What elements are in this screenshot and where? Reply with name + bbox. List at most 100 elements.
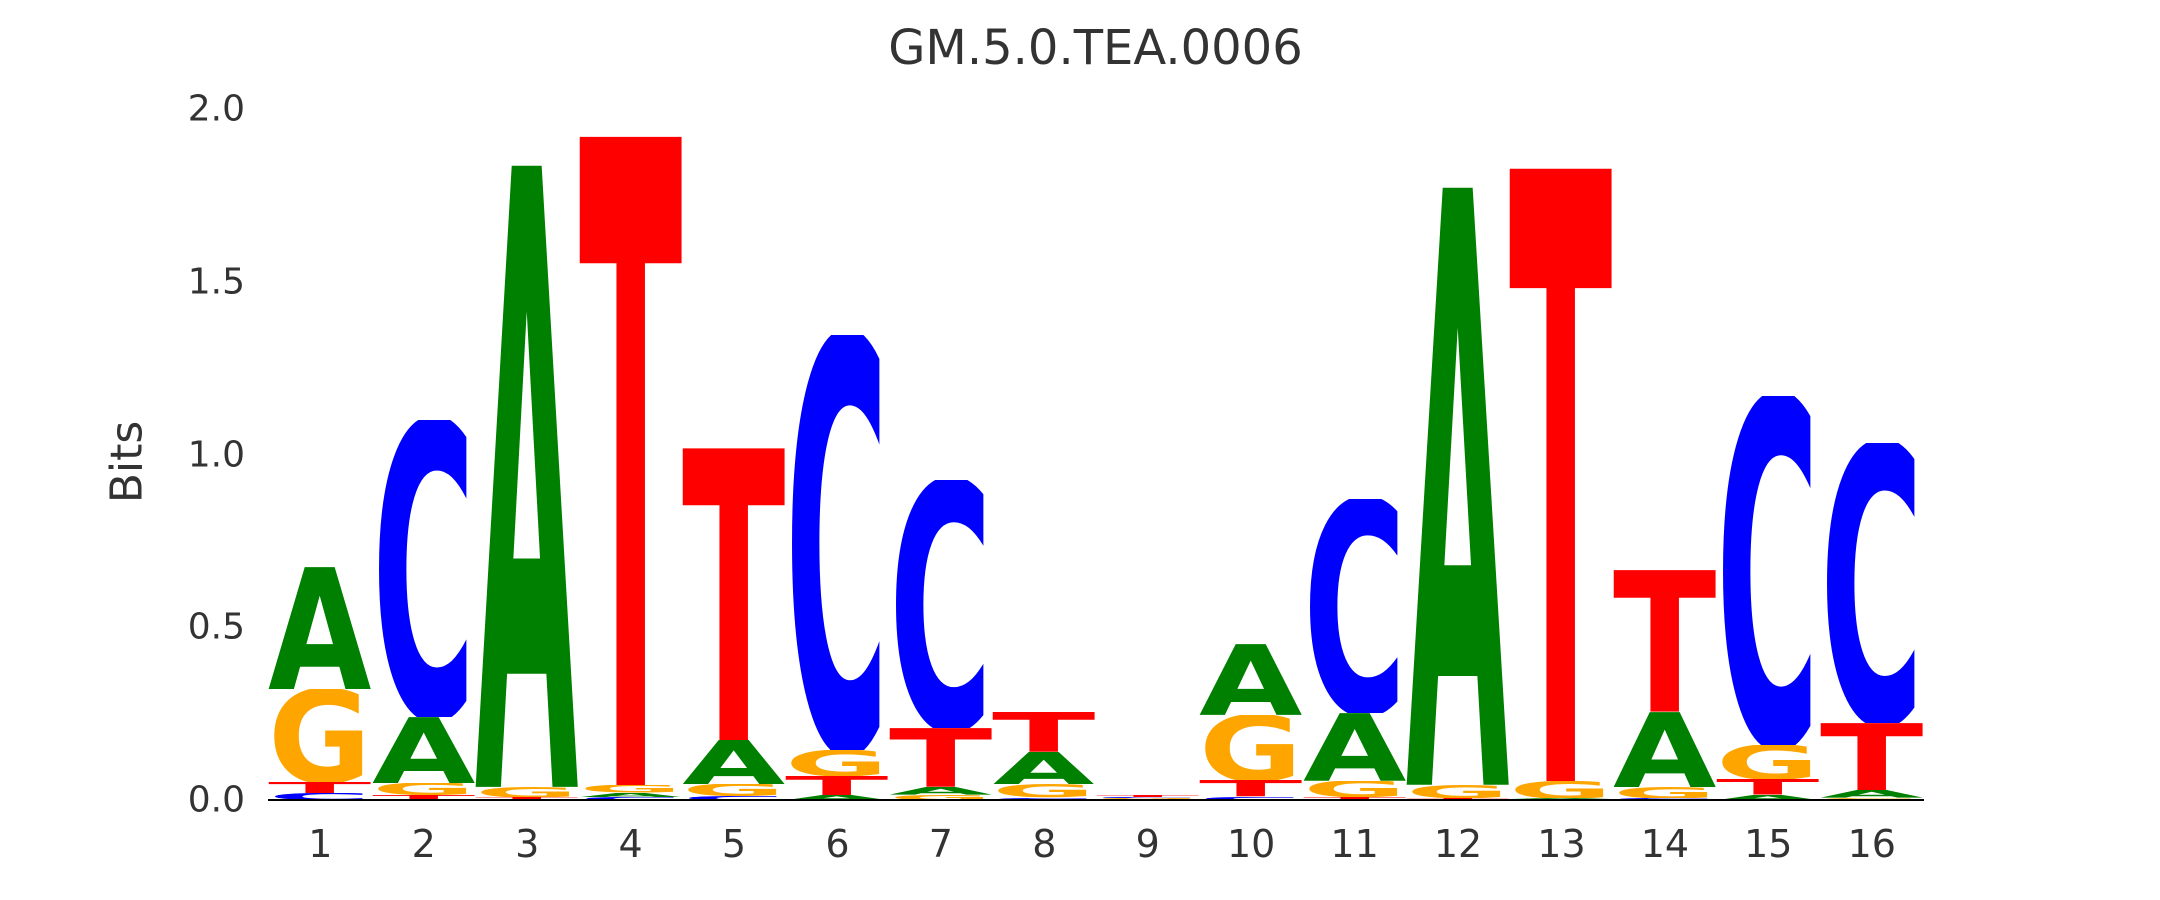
logo-letter-G-pos2: G: [372, 783, 475, 795]
logo-letter-T-pos6: T: [785, 776, 888, 795]
logo-letter-C-pos5: C: [682, 796, 785, 800]
x-tick-label-8: 8: [1032, 822, 1057, 866]
logo-letter-C-pos1: C: [268, 793, 371, 800]
logo-letter-G-pos9: G: [1096, 798, 1199, 799]
logo-letter-T-pos13: T: [1509, 168, 1612, 781]
svg-text:A: A: [579, 793, 682, 797]
svg-text:G: G: [889, 795, 992, 800]
svg-text:G: G: [475, 787, 578, 797]
logo-letter-T-pos7: T: [889, 728, 992, 787]
logo-letter-T-pos16: T: [1820, 723, 1923, 790]
y-tick-label-2.0: 2.0: [187, 88, 245, 130]
logo-letter-G-pos12: G: [1406, 785, 1509, 798]
logo-letter-T-pos11: T: [1303, 797, 1406, 800]
x-tick-label-13: 13: [1537, 822, 1586, 866]
svg-text:T: T: [579, 136, 682, 786]
svg-text:A: A: [785, 795, 888, 800]
svg-text:G: G: [1509, 781, 1612, 798]
logo-letter-C-pos8: C: [992, 798, 1095, 800]
logo-letter-C-pos9: C: [1096, 797, 1199, 798]
svg-text:G: G: [1613, 787, 1716, 798]
svg-text:C: C: [372, 420, 475, 717]
svg-text:G: G: [1199, 715, 1302, 781]
x-tick-label-9: 9: [1135, 822, 1160, 866]
svg-text:G: G: [268, 689, 371, 782]
svg-text:T: T: [889, 728, 992, 787]
logo-letter-G-pos14: G: [1613, 787, 1716, 798]
logo-letter-T-pos10: T: [1199, 780, 1302, 796]
svg-text:G: G: [372, 783, 475, 795]
logo-letter-A-pos14: A: [1613, 712, 1716, 787]
logo-letter-C-pos10: C: [1199, 797, 1302, 800]
logo-letter-T-pos2: T: [372, 795, 475, 799]
logo-letter-G-pos4: G: [579, 785, 682, 793]
svg-text:A: A: [475, 165, 578, 787]
svg-text:C: C: [579, 797, 682, 800]
logo-letter-T-pos12: T: [1406, 798, 1509, 799]
y-tick-label-1.0: 1.0: [187, 434, 245, 475]
chart-title: GM.5.0.TEA.0006: [888, 20, 1303, 76]
x-tick-label-14: 14: [1640, 822, 1690, 866]
logo-letter-T-pos4: T: [579, 136, 682, 786]
svg-text:C: C: [1820, 443, 1923, 723]
svg-text:G: G: [1716, 745, 1819, 780]
svg-text:A: A: [992, 752, 1095, 785]
logo-letter-T-pos5: T: [682, 448, 785, 740]
logo-column-4: TGAC: [579, 136, 682, 800]
svg-text:C: C: [992, 798, 1095, 800]
y-tick-label-1.5: 1.5: [187, 261, 245, 303]
svg-text:A: A: [1613, 712, 1716, 787]
logo-letter-A-pos3: A: [475, 165, 578, 787]
logo-letter-A-pos12: A: [1406, 187, 1509, 785]
svg-text:G: G: [682, 784, 785, 796]
svg-text:C: C: [682, 796, 785, 800]
logo-letter-A-pos13: A: [1509, 798, 1612, 799]
svg-text:C: C: [1199, 797, 1302, 800]
svg-text:C: C: [889, 480, 992, 729]
svg-text:C: C: [268, 793, 371, 800]
svg-text:A: A: [1406, 187, 1509, 785]
logo-letter-A-pos2: A: [372, 717, 475, 783]
logo-letter-G-pos8: G: [992, 784, 1095, 797]
logo-letter-G-pos5: G: [682, 784, 785, 796]
x-axis-baseline: [268, 799, 1924, 801]
x-tick-label-10: 10: [1226, 822, 1276, 866]
logo-letter-C-pos7: C: [889, 480, 992, 729]
svg-text:G: G: [579, 785, 682, 793]
logo-letter-G-pos10: G: [1199, 715, 1302, 781]
x-tick-label-6: 6: [825, 822, 850, 866]
x-tick-label-15: 15: [1744, 822, 1793, 866]
svg-text:A: A: [372, 717, 475, 783]
logo-letter-C-pos6: C: [785, 335, 888, 750]
x-tick-label-5: 5: [721, 822, 747, 866]
svg-text:T: T: [682, 448, 785, 740]
svg-text:T: T: [1716, 779, 1819, 795]
logo-letter-A-pos4: A: [579, 793, 682, 797]
svg-text:A: A: [682, 740, 785, 784]
x-tick-label-3: 3: [515, 822, 540, 866]
svg-text:A: A: [1199, 644, 1302, 715]
svg-text:T: T: [1406, 798, 1509, 799]
svg-text:T: T: [1303, 797, 1406, 800]
svg-text:C: C: [1096, 797, 1199, 798]
logo-column-13: TGAC: [1509, 168, 1612, 800]
svg-text:T: T: [1820, 723, 1923, 790]
svg-text:A: A: [889, 787, 992, 795]
logo-letter-C-pos2: C: [372, 420, 475, 717]
svg-text:T: T: [1613, 570, 1716, 712]
svg-text:T: T: [1096, 795, 1199, 797]
logo-letter-A-pos10: A: [1199, 644, 1302, 715]
logo-letter-A-pos6: A: [785, 795, 888, 800]
logo-letter-G-pos1: G: [268, 689, 371, 782]
x-tick-label-4: 4: [618, 822, 643, 866]
svg-text:T: T: [785, 776, 888, 795]
